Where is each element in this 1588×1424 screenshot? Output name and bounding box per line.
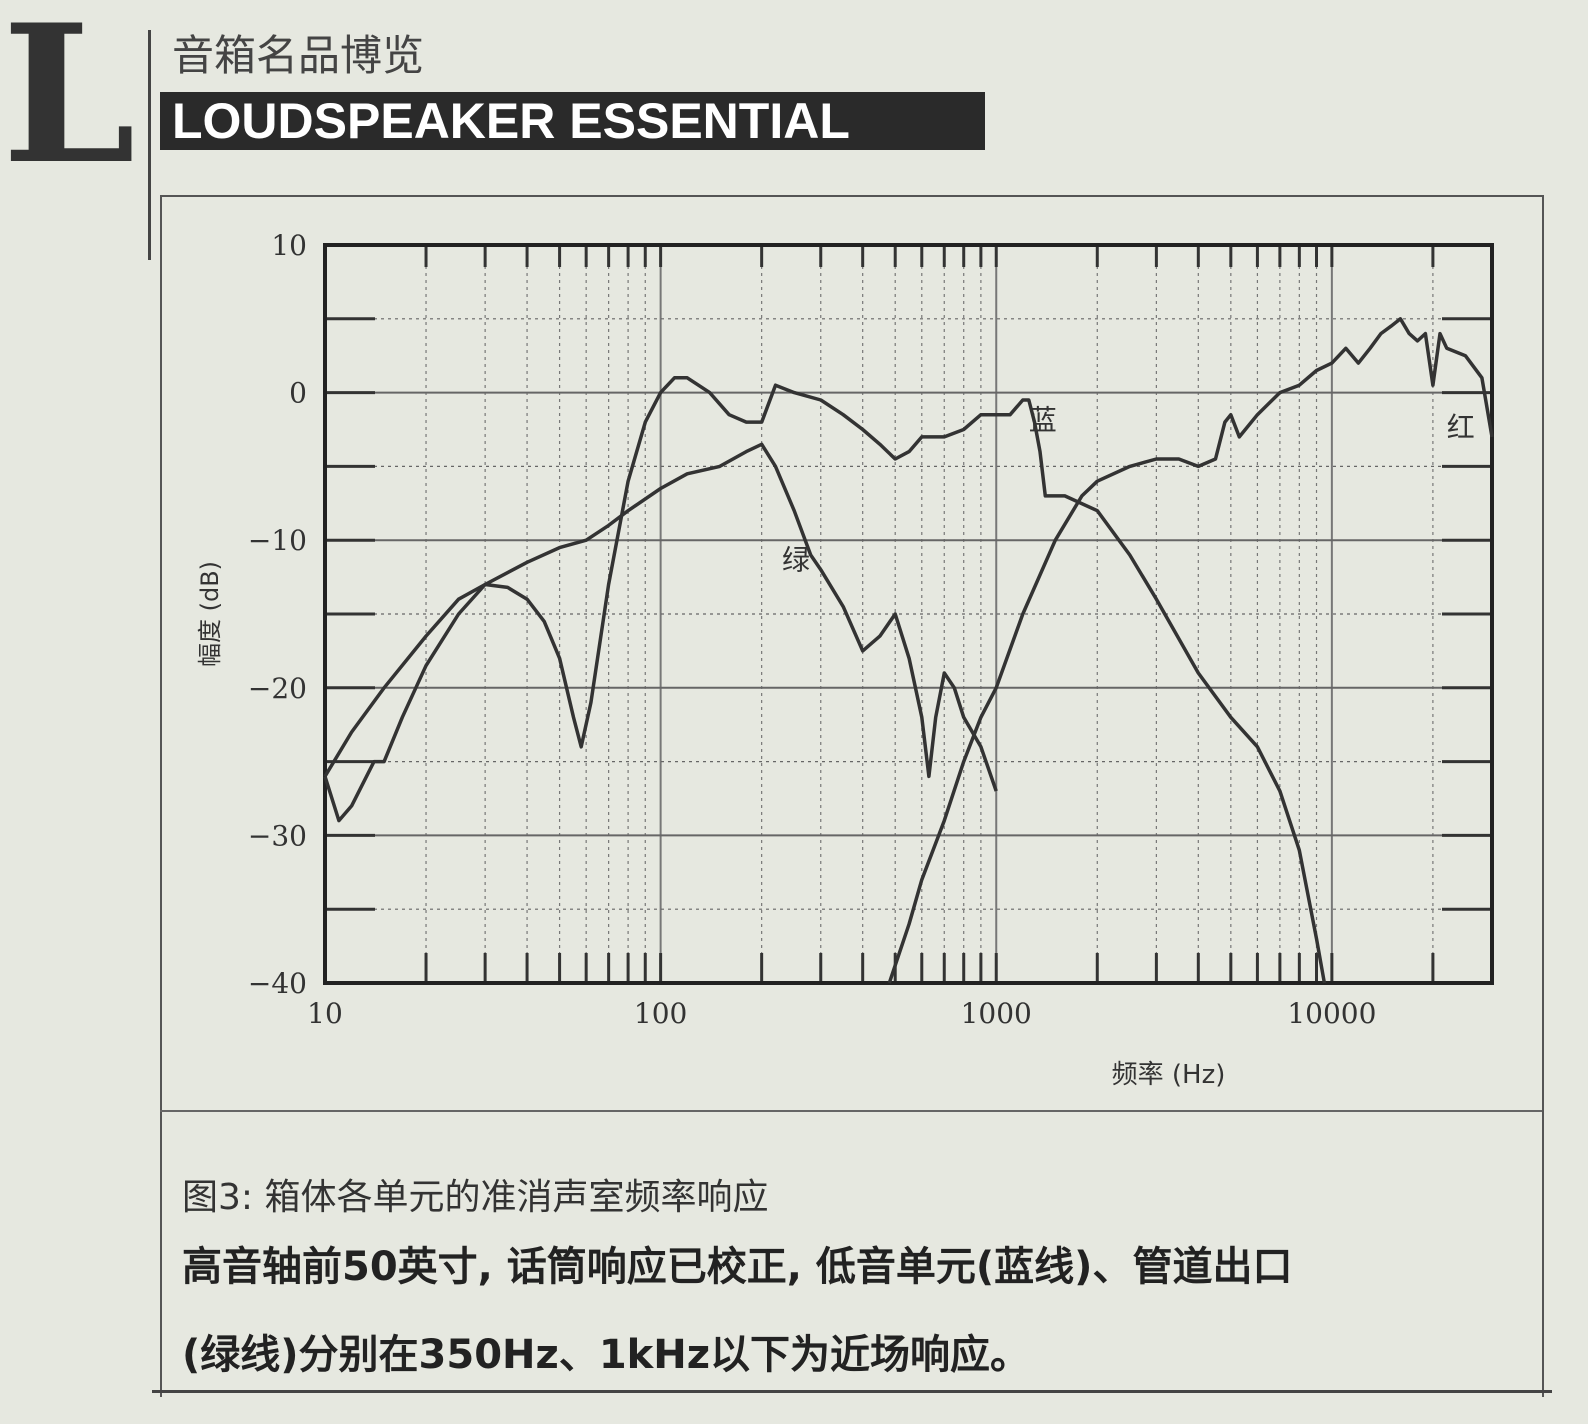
series-label: 红 — [1447, 411, 1475, 444]
x-tick-label: 10000 — [1287, 997, 1376, 1030]
y-tick-label: −10 — [248, 524, 307, 557]
y-tick-label: −40 — [248, 967, 307, 1000]
figure-caption-title: 图3: 箱体各单元的准消声室频率响应 — [182, 1177, 769, 1218]
section-logo-letter: L — [2, 0, 136, 206]
series-line-蓝 — [323, 376, 1327, 984]
series-label: 绿 — [782, 544, 810, 577]
y-tick-label: −20 — [248, 672, 307, 705]
y-axis-label: 幅度 (dB) — [196, 561, 224, 667]
series-label: 蓝 — [1029, 404, 1057, 437]
y-tick-label: 10 — [271, 229, 307, 262]
y-tick-label: 0 — [289, 377, 307, 410]
section-subtitle: 音箱名品博览 — [172, 31, 425, 80]
x-tick-label: 1000 — [961, 997, 1032, 1030]
section-banner: LOUDSPEAKER ESSENTIAL — [160, 92, 985, 150]
figure-divider — [160, 1110, 1542, 1112]
figure-caption-line1: 高音轴前50英寸, 话筒响应已校正, 低音单元(蓝线)、管道出口 — [182, 1244, 1293, 1290]
header-divider — [148, 30, 151, 260]
figure-frame — [160, 195, 1544, 1397]
y-tick-label: −30 — [248, 819, 307, 852]
series-line-红 — [887, 317, 1494, 984]
x-axis-label: 频率 (Hz) — [1112, 1060, 1226, 1090]
x-tick-label: 10 — [307, 997, 343, 1030]
bottom-rule — [152, 1390, 1552, 1393]
figure-caption-line2: (绿线)分别在350Hz、1kHz以下为近场响应。 — [182, 1332, 1031, 1378]
plot-border — [323, 243, 1494, 985]
series-line-绿 — [323, 442, 998, 823]
x-tick-label: 100 — [634, 997, 687, 1030]
